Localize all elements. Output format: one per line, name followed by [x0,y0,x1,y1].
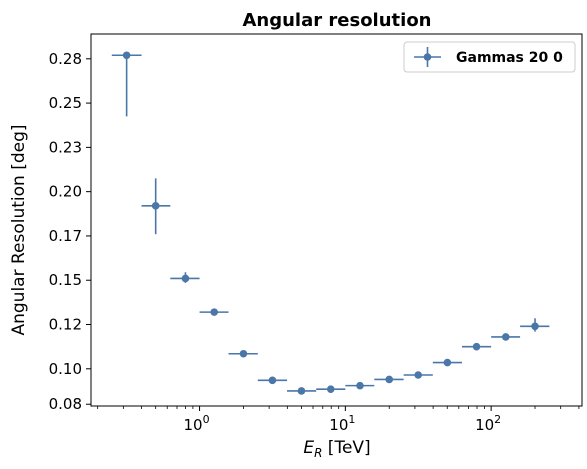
x-axis-label-unit: [TeV] [322,438,370,458]
x-tick-label: 101 [329,413,355,434]
x-axis-label-main: E [303,438,314,458]
legend-box [403,41,576,73]
legend-marker-point [423,53,432,61]
data-point [151,202,160,210]
y-tick-label: 0.12 [49,316,82,334]
data-point [356,381,364,390]
data-point [385,375,394,384]
data-point [531,322,539,331]
data-point [122,51,131,60]
x-tick-label-exponent: 1 [348,413,355,426]
chart-title: Angular resolution [242,10,431,31]
y-tick-label: 0.28 [49,50,82,68]
data-point [181,274,190,283]
x-tick-label-base: 10 [475,416,494,434]
data-point [268,376,277,385]
data-point [443,358,452,367]
y-tick-label: 0.23 [49,138,82,156]
y-tick-label: 0.20 [49,183,82,201]
x-tick-label: 100 [184,413,210,434]
axes-frame [90,33,583,407]
x-tick-label-exponent: 2 [494,413,501,426]
x-tick-label: 102 [475,413,501,434]
y-axis-label: Angular Resolution [deg] [9,124,29,335]
data-point [239,349,248,358]
x-tick-label-base: 10 [184,416,203,434]
data-point [414,371,423,379]
y-tick-label: 0.15 [49,271,82,289]
legend: Gammas 20 0 [403,41,576,73]
x-axis-label: ER [TeV] [303,438,370,460]
data-point [501,333,510,341]
data-point [326,385,335,393]
y-tick-label: 0.08 [49,395,82,413]
data-point [297,387,306,395]
x-tick-label-exponent: 0 [203,413,210,426]
y-tick-label: 0.25 [49,94,82,112]
data-point [472,342,481,351]
x-tick-label-base: 10 [329,416,348,434]
legend-label: Gammas 20 0 [456,50,563,66]
x-axis-label-sub: R [314,446,322,460]
data-point [210,308,219,316]
y-tick-label: 0.10 [49,360,82,378]
y-tick-label: 0.17 [49,227,82,245]
